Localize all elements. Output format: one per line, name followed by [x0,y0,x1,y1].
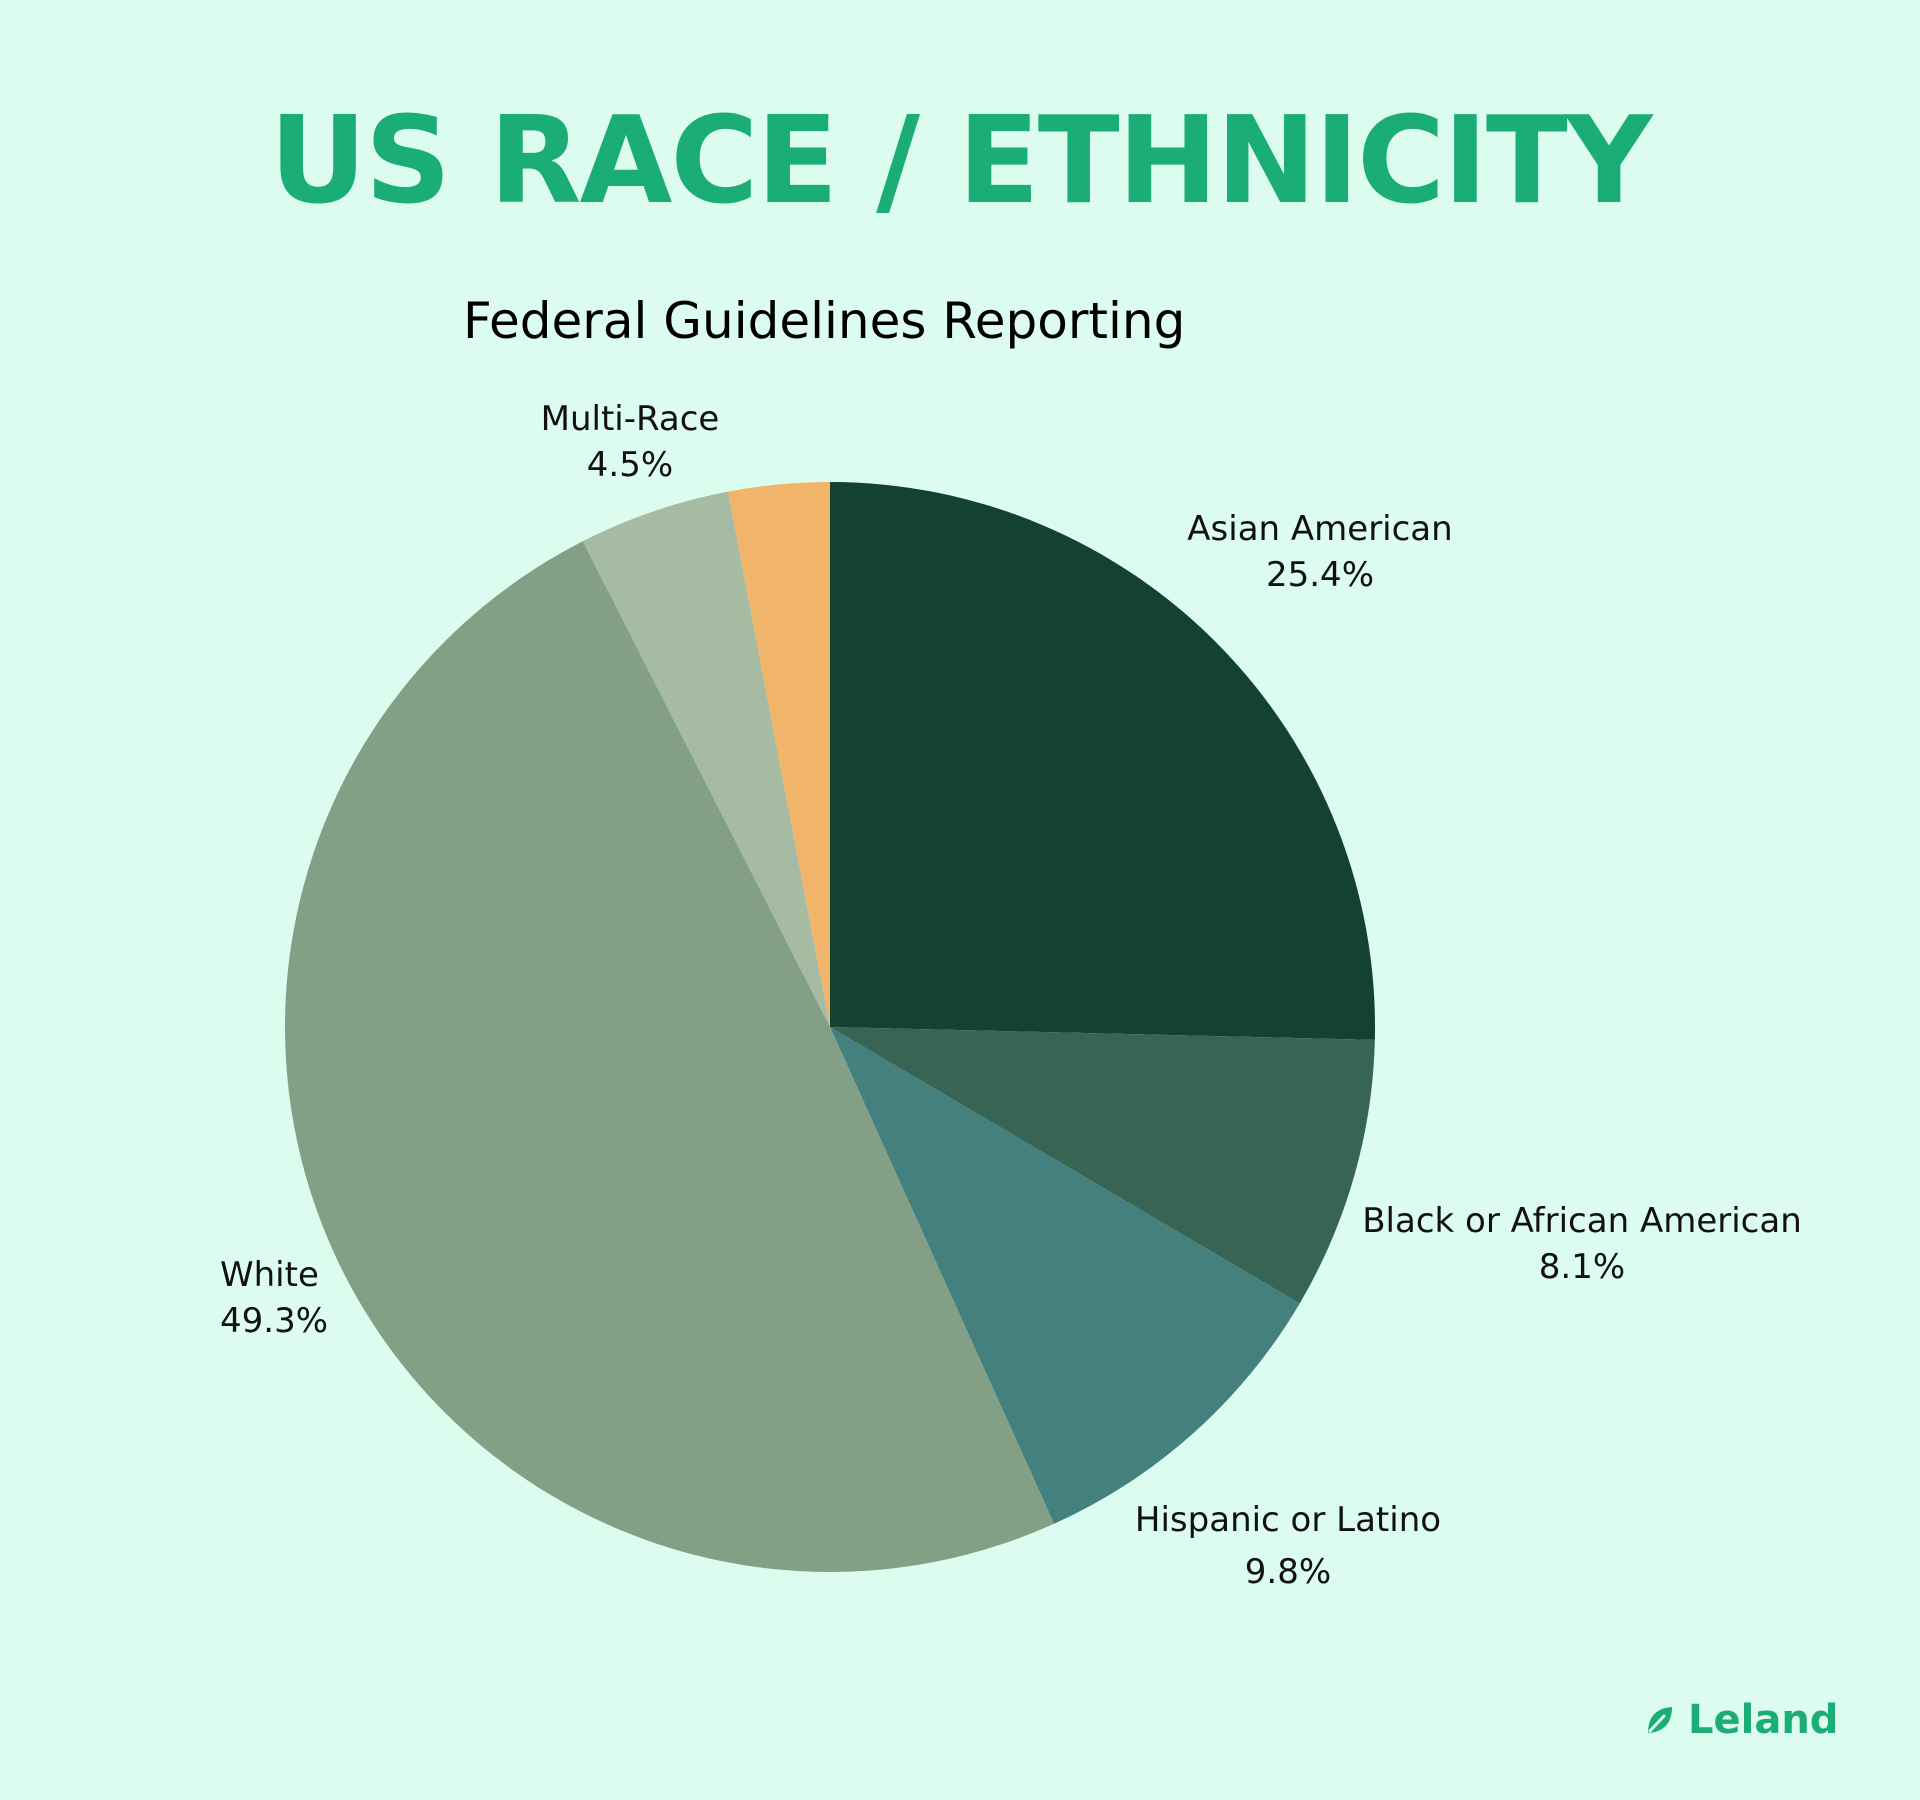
slice-label-black-or-african-american: Black or African American 8.1% [1342,1198,1822,1290]
slice-name: Black or African American [1362,1201,1802,1241]
pie-slice-asian-american [830,482,1375,1040]
pie-slice-black-or-african-american [830,1027,1375,1304]
slice-value: 49.3% [220,1301,329,1341]
slice-value: 8.1% [1538,1247,1626,1287]
chart-subtitle: Federal Guidelines Reporting [463,292,1186,350]
slice-label-asian-american: Asian American 25.4% [1150,506,1490,598]
pie-slice-white [284,541,1055,1573]
pie-slice-other [727,482,830,1027]
slice-name: Multi-Race [540,399,720,439]
pie-slice-multi-race [582,491,830,1027]
slice-label-multi-race: Multi-Race 4.5% [500,396,760,488]
slice-label-white: White 49.3% [220,1252,420,1344]
slice-value: 4.5% [586,445,674,485]
slice-name: Hispanic or Latino [1134,1500,1442,1540]
leaf-icon [1648,1707,1672,1733]
brand-name: Leland [1688,1697,1839,1743]
slice-name: White [220,1255,319,1295]
page-title: US RACE / ETHNICITY [269,92,1652,231]
brand-logo: Leland [1642,1694,1838,1746]
slice-value: 25.4% [1265,555,1374,595]
slice-value: 9.8% [1244,1552,1332,1592]
pie-slice-hispanic-or-latino [830,1027,1300,1524]
slice-label-hispanic-or-latino: Hispanic or Latino 9.8% [1108,1494,1468,1598]
slice-name: Asian American [1187,509,1453,549]
